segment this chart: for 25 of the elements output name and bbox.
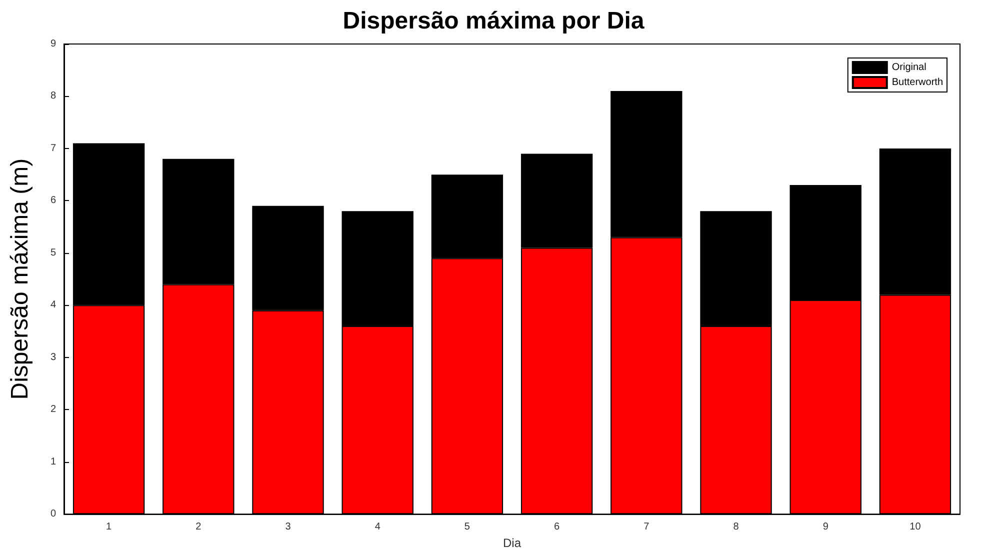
- x-axis-title: Dia: [502, 536, 522, 550]
- y-tick-label: 9: [50, 38, 56, 50]
- legend-label: Butterworth: [892, 77, 944, 88]
- y-tick-label: 7: [50, 142, 56, 154]
- x-tick-label: 6: [554, 522, 560, 533]
- y-tick-label: 5: [50, 247, 56, 258]
- y-tick-label: 4: [50, 300, 56, 311]
- x-tick-label: 7: [644, 522, 650, 533]
- y-tick-label: 2: [50, 404, 56, 416]
- x-tick-label: 10: [910, 522, 922, 533]
- x-tick-label: 8: [733, 522, 740, 533]
- x-tick-label: 2: [196, 522, 202, 533]
- x-tick-label: 3: [285, 522, 292, 533]
- y-tick-label: 1: [50, 456, 56, 468]
- y-axis-title: Dispersão máxima (m): [6, 158, 34, 400]
- y-tick-label: 8: [50, 90, 56, 102]
- legend-label: Original: [892, 62, 926, 73]
- y-tick-label: 3: [50, 352, 56, 363]
- x-tick-label: 1: [106, 522, 112, 533]
- x-tick-label: 9: [822, 522, 829, 533]
- x-tick-label: 4: [374, 522, 381, 533]
- chart-title: Dispersão máxima por Dia: [342, 8, 645, 34]
- x-tick-label: 5: [464, 522, 470, 533]
- y-tick-label: 0: [50, 508, 56, 520]
- y-tick-label: 6: [50, 195, 56, 206]
